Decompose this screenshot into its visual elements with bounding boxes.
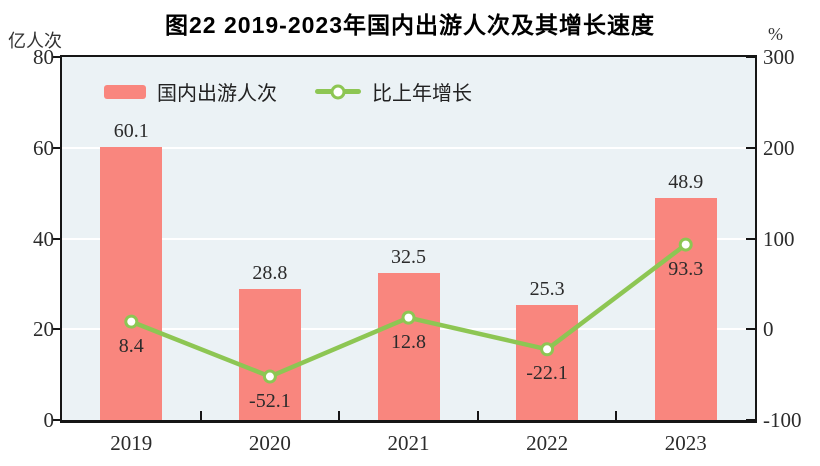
x-axis-tick-label: 2019 bbox=[110, 431, 153, 455]
line-point-2020 bbox=[262, 369, 277, 384]
bar-2023 bbox=[654, 198, 717, 420]
legend-line-sample-icon bbox=[315, 84, 361, 99]
line-point-2019 bbox=[124, 314, 139, 329]
y-axis-left-tick-label: 80 bbox=[33, 45, 54, 69]
legend: 国内出游人次 比上年增长 bbox=[104, 77, 472, 106]
bar-2019 bbox=[100, 147, 163, 420]
axis-tick-bottom bbox=[199, 411, 202, 420]
trend-line-layer bbox=[124, 237, 693, 384]
bar-2021 bbox=[377, 272, 440, 420]
y-axis-right-tick-label: 300 bbox=[763, 45, 795, 69]
axis-tick-right bbox=[746, 56, 755, 58]
axis-tick-bottom bbox=[338, 411, 341, 420]
bar-value-label: 25.3 bbox=[529, 278, 565, 301]
legend-line-marker-icon bbox=[330, 84, 346, 99]
y-axis-left-tick-label: 0 bbox=[43, 408, 55, 432]
line-value-label: -52.1 bbox=[249, 389, 291, 412]
x-axis-tick-label: 2022 bbox=[526, 431, 569, 455]
axis-tick-left bbox=[53, 56, 60, 58]
trend-line bbox=[129, 242, 688, 379]
x-axis-tick-label: 2021 bbox=[387, 431, 430, 455]
line-point-2023 bbox=[678, 237, 693, 252]
y-axis-left-tick-label: 20 bbox=[33, 317, 54, 342]
bar-2020 bbox=[238, 289, 301, 420]
line-value-label: 12.8 bbox=[391, 330, 426, 353]
axis-tick-bottom bbox=[615, 411, 618, 420]
x-axis-tick-label: 2020 bbox=[248, 431, 291, 455]
legend-bar-swatch-icon bbox=[104, 84, 146, 99]
line-value-label: 93.3 bbox=[668, 257, 704, 280]
gridline bbox=[62, 237, 755, 240]
axis-tick-right bbox=[746, 237, 755, 240]
axis-tick-left bbox=[53, 237, 60, 240]
plot-area: 国内出游人次 比上年增长 60.1 28.8 32.5 25.3 48.9 8.4 -52.… bbox=[53, 55, 757, 423]
axis-tick-bottom bbox=[476, 411, 479, 420]
axis-tick-right bbox=[746, 419, 755, 421]
axis-tick-right bbox=[746, 146, 755, 149]
x-axis-tick-label: 2023 bbox=[664, 431, 707, 455]
bar-value-label: 28.8 bbox=[252, 262, 288, 285]
y-axis-right-tick-label: -100 bbox=[763, 408, 802, 432]
axis-tick-right bbox=[746, 328, 755, 331]
axis-tick-left bbox=[53, 146, 60, 149]
axis-tick-left bbox=[53, 419, 60, 421]
bar-value-label: 48.9 bbox=[668, 171, 704, 194]
chart-title: 图22 2019-2023年国内出游人次及其增长速度 bbox=[165, 12, 655, 38]
line-point-2021 bbox=[401, 310, 416, 325]
axis-tick-left bbox=[53, 328, 60, 331]
bar-2022 bbox=[516, 305, 579, 420]
y-axis-right-tick-label: 200 bbox=[763, 135, 795, 160]
y-axis-left-tick-label: 40 bbox=[33, 226, 54, 251]
y-axis-right-tick-label: 100 bbox=[763, 226, 795, 251]
right-axis-unit-label: % bbox=[768, 24, 783, 44]
line-point-2022 bbox=[540, 342, 555, 357]
y-axis-right-tick-label: 0 bbox=[763, 317, 774, 342]
gridline bbox=[62, 146, 755, 149]
y-axis-left-tick-label: 60 bbox=[33, 135, 54, 160]
bar-value-label: 32.5 bbox=[391, 245, 426, 268]
legend-bar-label: 国内出游人次 bbox=[157, 83, 277, 105]
line-value-label: 8.4 bbox=[118, 334, 144, 357]
left-axis-unit-label: 亿人次 bbox=[8, 31, 62, 51]
legend-line-label: 比上年增长 bbox=[372, 83, 472, 105]
bar-value-label: 60.1 bbox=[113, 120, 149, 143]
line-value-label: -22.1 bbox=[526, 362, 568, 385]
